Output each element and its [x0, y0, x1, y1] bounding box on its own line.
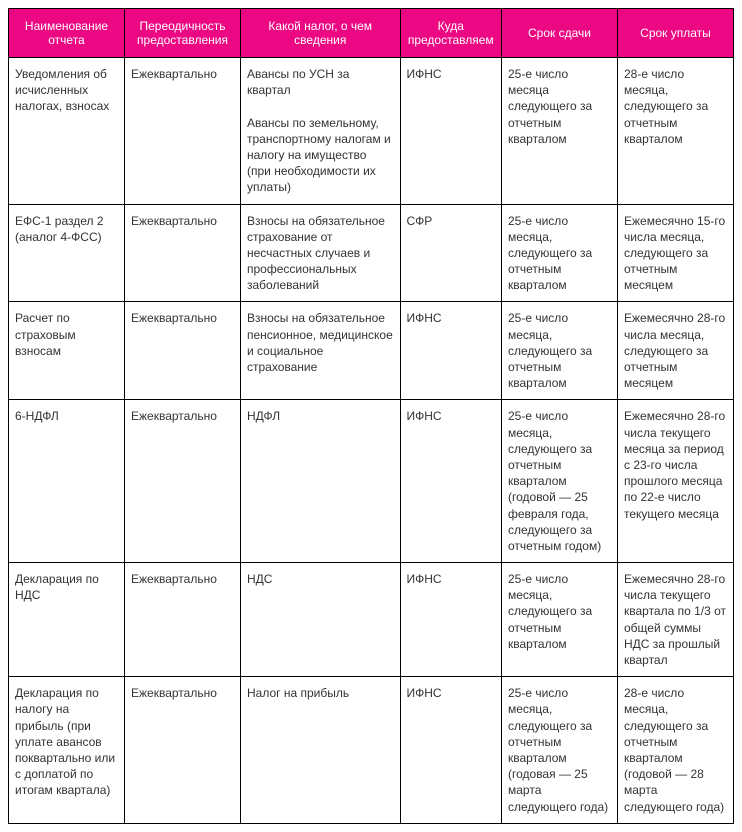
table-row: Декларация по НДСЕжеквартальноНДСИФНС25-…: [9, 563, 734, 677]
header-recipient: Куда предоставляем: [400, 9, 502, 58]
cell-recipient: ИФНС: [400, 677, 502, 824]
table-row: 6-НДФЛЕжеквартальноНДФЛИФНС25-е число ме…: [9, 400, 734, 563]
cell-frequency: Ежеквартально: [125, 563, 241, 677]
cell-report-name: Декларация по налогу на прибыль (при упл…: [9, 677, 125, 824]
header-frequency: Переодичность предоставления: [125, 9, 241, 58]
cell-recipient: ИФНС: [400, 302, 502, 400]
header-due-date: Срок сдачи: [502, 9, 618, 58]
cell-tax-info: Взносы на обязательное страхование от не…: [241, 204, 401, 302]
header-tax-info: Какой налог, о чем сведения: [241, 9, 401, 58]
cell-report-name: Уведомления об исчисленных налогах, взно…: [9, 58, 125, 205]
cell-payment-date: Ежемесячно 28-го числа текущего квартала…: [618, 563, 734, 677]
table-row: Декларация по налогу на прибыль (при упл…: [9, 677, 734, 824]
cell-frequency: Ежеквартально: [125, 400, 241, 563]
cell-due-date: 25-е число месяца, следующего за отчетны…: [502, 204, 618, 302]
cell-due-date: 25-е число месяца следующего за отчетным…: [502, 58, 618, 205]
cell-payment-date: 28-е число месяца, следующего за отчетны…: [618, 677, 734, 824]
cell-tax-info: Налог на прибыль: [241, 677, 401, 824]
cell-due-date: 25-е число месяца, следующего за отчетны…: [502, 563, 618, 677]
table-row: Уведомления об исчисленных налогах, взно…: [9, 58, 734, 205]
cell-report-name: ЕФС-1 раздел 2 (аналог 4-ФСС): [9, 204, 125, 302]
cell-tax-info: НДС: [241, 563, 401, 677]
header-report-name: Наименование отчета: [9, 9, 125, 58]
cell-due-date: 25-е число месяца, следующего за отчетны…: [502, 677, 618, 824]
cell-report-name: Расчет по страховым взносам: [9, 302, 125, 400]
cell-tax-info: НДФЛ: [241, 400, 401, 563]
cell-due-date: 25-е число месяца, следующего за отчетны…: [502, 400, 618, 563]
cell-recipient: ИФНС: [400, 400, 502, 563]
cell-payment-date: Ежемесячно 28-го числа месяца, следующег…: [618, 302, 734, 400]
table-body: Уведомления об исчисленных налогах, взно…: [9, 58, 734, 824]
tax-reports-table: Наименование отчета Переодичность предос…: [8, 8, 734, 824]
table-header-row: Наименование отчета Переодичность предос…: [9, 9, 734, 58]
cell-tax-info: Авансы по УСН за кварталАвансы по земель…: [241, 58, 401, 205]
header-payment-date: Срок уплаты: [618, 9, 734, 58]
cell-frequency: Ежеквартально: [125, 677, 241, 824]
cell-recipient: ИФНС: [400, 563, 502, 677]
cell-payment-date: Ежемесячно 28-го числа текущего месяца з…: [618, 400, 734, 563]
cell-payment-date: 28-е число месяца, следующего за отчетны…: [618, 58, 734, 205]
cell-report-name: Декларация по НДС: [9, 563, 125, 677]
cell-frequency: Ежеквартально: [125, 302, 241, 400]
table-row: ЕФС-1 раздел 2 (аналог 4-ФСС)Ежекварталь…: [9, 204, 734, 302]
cell-recipient: СФР: [400, 204, 502, 302]
cell-due-date: 25-е число месяца, следующего за отчетны…: [502, 302, 618, 400]
cell-frequency: Ежеквартально: [125, 204, 241, 302]
cell-tax-info: Взносы на обязательное пенсионное, медиц…: [241, 302, 401, 400]
cell-payment-date: Ежемесячно 15-го числа месяца, следующег…: [618, 204, 734, 302]
cell-frequency: Ежеквартально: [125, 58, 241, 205]
cell-recipient: ИФНС: [400, 58, 502, 205]
table-row: Расчет по страховым взносамЕжеквартально…: [9, 302, 734, 400]
cell-report-name: 6-НДФЛ: [9, 400, 125, 563]
